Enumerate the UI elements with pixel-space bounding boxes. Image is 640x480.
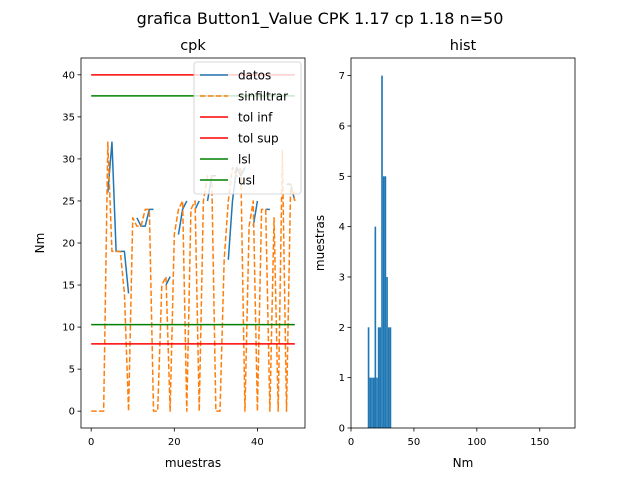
hist-y-tick-label: 1 <box>339 373 345 384</box>
cpk-x-tick-label: 40 <box>251 437 264 448</box>
legend-label-sinfiltrar: sinfiltrar <box>238 90 288 104</box>
cpk-y-tick-label: 35 <box>62 112 75 123</box>
hist-plot-area: 0 50 100 150 0 1 2 3 4 5 6 7 <box>339 57 576 448</box>
cpk-y-tick-label: 15 <box>62 281 75 292</box>
hist-bar <box>386 276 388 428</box>
hist-bar <box>389 327 392 428</box>
cpk-x-tick-label: 0 <box>88 437 94 448</box>
hist-bar <box>374 226 377 428</box>
cpk-y-tick-label: 20 <box>62 239 75 250</box>
cpk-legend-frame <box>193 61 302 195</box>
hist-y-tick-label: 3 <box>339 272 345 283</box>
hist-x-tick-label: 100 <box>467 437 486 448</box>
hist-chart: hist 0 50 100 150 0 1 2 3 4 5 6 7 Nm muestras <box>313 38 576 470</box>
hist-bar <box>381 75 383 428</box>
hist-bar <box>371 377 373 428</box>
hist-bar <box>376 377 378 428</box>
cpk-y-tick-label: 5 <box>69 365 75 376</box>
hist-x-tick-label: 0 <box>348 437 354 448</box>
hist-bar <box>372 377 375 428</box>
cpk-axes-frame <box>80 57 306 429</box>
hist-chart-title: hist <box>450 38 477 54</box>
cpk-y-tick-label: 10 <box>62 323 75 334</box>
cpk-x-tick-label: 20 <box>168 437 181 448</box>
legend-label-datos: datos <box>238 69 271 83</box>
series-line-sinfiltrar <box>91 141 296 412</box>
hist-y-tick-label: 2 <box>339 323 345 334</box>
hist-bar <box>367 327 370 428</box>
cpk-chart: cpk 0 20 40 0 5 10 15 20 25 30 35 40 datos sinfiltrar… <box>33 38 306 470</box>
hist-y-axis-label: muestras <box>313 215 327 271</box>
hist-y-tick-label: 5 <box>339 172 345 183</box>
cpk-plot-area: 0 20 40 0 5 10 15 20 25 30 35 40 datos sinfiltrar tol … <box>62 57 306 448</box>
cpk-y-axis-label: Nm <box>33 233 47 254</box>
hist-x-tick-label: 50 <box>408 437 421 448</box>
hist-x-axis-label: Nm <box>453 456 474 470</box>
hist-y-tick-label: 6 <box>339 121 345 132</box>
hist-bar <box>379 327 382 428</box>
legend-label-lsl: lsl <box>238 153 251 167</box>
cpk-y-tick-label: 25 <box>62 196 75 207</box>
legend-label-tol-sup: tol sup <box>238 132 279 146</box>
hist-bar <box>387 327 390 428</box>
cpk-y-tick-label: 30 <box>62 154 75 165</box>
hist-y-tick-label: 4 <box>339 222 345 233</box>
hist-y-tick-label: 0 <box>339 424 345 435</box>
cpk-chart-title: cpk <box>180 38 206 54</box>
hist-bar <box>382 176 385 428</box>
hist-axes-frame <box>350 57 576 429</box>
cpk-y-tick-label: 40 <box>62 70 75 81</box>
hist-x-tick-label: 150 <box>530 437 549 448</box>
hist-bar <box>377 327 380 428</box>
legend-label-tol-inf: tol inf <box>238 111 273 125</box>
hist-bar <box>384 176 387 428</box>
figure-title: grafica Button1_Value CPK 1.17 cp 1.18 n… <box>137 9 504 29</box>
cpk-x-axis-label: muestras <box>165 456 221 470</box>
cpk-y-tick-label: 0 <box>69 407 75 418</box>
hist-y-tick-label: 7 <box>339 71 345 82</box>
hist-bar <box>369 377 372 428</box>
cpk-legend: datos sinfiltrar tol inf tol sup lsl usl <box>193 61 302 195</box>
legend-label-usl: usl <box>238 174 255 188</box>
